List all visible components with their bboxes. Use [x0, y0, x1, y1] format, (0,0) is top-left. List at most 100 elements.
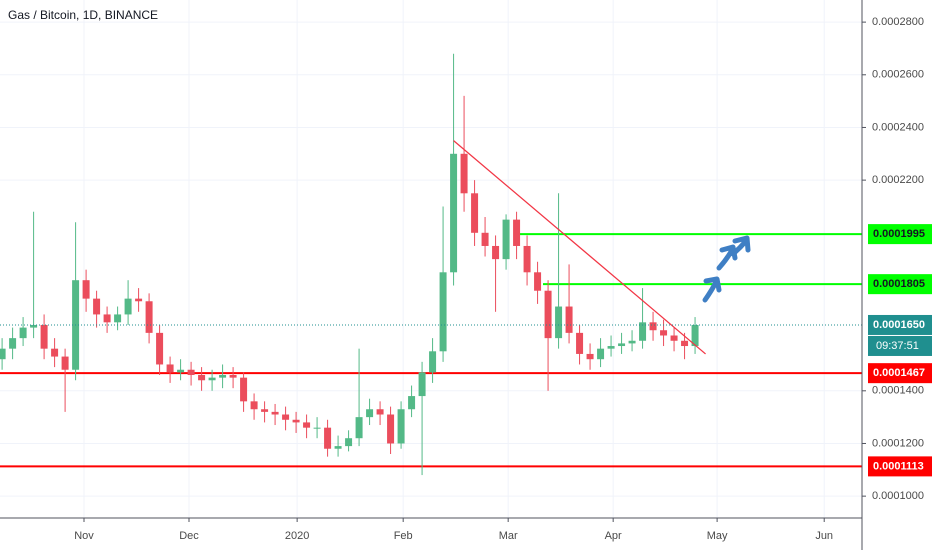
candle-body	[9, 338, 17, 349]
y-tick-label: 0.0001000	[872, 490, 924, 502]
candle-body	[19, 327, 27, 339]
candle-body	[61, 356, 69, 370]
level-box	[868, 224, 932, 245]
x-tick-label: Apr	[605, 530, 622, 542]
candle-body	[460, 153, 468, 194]
candle-body	[376, 409, 384, 415]
chart-title: Gas / Bitcoin, 1D, BINANCE	[8, 8, 158, 22]
candle-body	[334, 446, 342, 449]
candle-body	[30, 324, 38, 328]
candle-body	[313, 427, 321, 429]
candle-body	[576, 332, 584, 354]
axes: 0.0002800 0.0002600 0.0002400 0.0002200 0.00…	[74, 16, 932, 542]
candle-body	[691, 324, 699, 347]
y-tick-label: 0.0002400	[872, 121, 924, 133]
candle-body	[670, 335, 678, 341]
x-tick-label: May	[707, 530, 728, 542]
candle-body	[408, 396, 416, 410]
candle-body	[639, 322, 647, 341]
candle-body	[156, 332, 164, 365]
candle-body	[261, 409, 269, 412]
candle-body	[366, 409, 374, 418]
candle-body	[51, 348, 59, 357]
level-box	[868, 274, 932, 295]
candle-body	[355, 417, 363, 439]
candle-body	[145, 301, 153, 333]
candle-body	[345, 438, 353, 447]
candle-body	[0, 348, 6, 360]
candle-body	[114, 314, 122, 323]
candle-body	[103, 314, 111, 323]
level-box	[868, 363, 932, 384]
candle-body	[282, 414, 290, 420]
candle-body	[649, 322, 657, 331]
candle-body	[187, 369, 195, 376]
candle-body	[439, 272, 447, 352]
candle-body	[198, 375, 206, 381]
candle-body	[534, 272, 542, 291]
candle-body	[250, 401, 258, 410]
candle-body	[418, 372, 426, 397]
x-tick-label: Feb	[394, 530, 413, 542]
level-box	[868, 456, 932, 477]
level-label: 0.0001467	[873, 367, 925, 379]
candle-body	[597, 348, 605, 360]
candle-body	[492, 245, 500, 260]
candle-body	[135, 298, 143, 302]
candle-body	[429, 351, 437, 373]
x-tick-label: Nov	[74, 530, 94, 542]
x-tick-label: Mar	[499, 530, 518, 542]
candle-body	[40, 324, 48, 349]
candle-body	[324, 427, 332, 449]
candle-body	[586, 353, 594, 360]
grid	[0, 0, 862, 518]
x-tick-label: Dec	[179, 530, 199, 542]
candle-body	[481, 232, 489, 246]
candle-body	[166, 364, 174, 373]
candle-body	[177, 369, 185, 373]
arrow	[702, 276, 722, 303]
y-tick-label: 0.0001200	[872, 437, 924, 449]
level-label: 0.0001113	[873, 460, 924, 472]
candle-body	[660, 330, 668, 336]
y-tick-label: 0.0002200	[872, 174, 924, 186]
candle-body	[544, 290, 552, 339]
y-tick-label: 0.0002600	[872, 69, 924, 81]
candle-body	[681, 340, 689, 347]
countdown-box	[868, 335, 932, 356]
candle-body	[618, 343, 626, 347]
y-tick-label: 0.0001400	[872, 385, 924, 397]
candle-body	[292, 419, 300, 423]
candle-body	[450, 153, 458, 273]
x-tick-label: 2020	[285, 530, 309, 542]
candle-body	[124, 298, 132, 315]
candle-body	[208, 377, 216, 381]
candle-body	[628, 340, 636, 344]
candle-body	[387, 414, 395, 444]
y-tick-label: 0.0002800	[872, 16, 924, 28]
candle-body	[502, 219, 510, 260]
candle-body	[219, 375, 227, 378]
candle-body	[607, 346, 615, 349]
arrow	[730, 235, 751, 257]
candle-body	[303, 422, 311, 428]
last-price-box	[868, 314, 932, 335]
candle-body	[397, 409, 405, 444]
last-price-label: 0.0001650	[873, 319, 925, 331]
candle-body	[82, 280, 90, 299]
candle-body	[229, 375, 237, 378]
trendline	[453, 140, 706, 355]
x-tick-label: Jun	[815, 530, 833, 542]
countdown-label: 09:37:51	[876, 340, 919, 352]
candle-body	[271, 411, 279, 415]
candle-body	[513, 219, 521, 246]
candle-body	[471, 193, 479, 233]
candle-body	[565, 306, 573, 333]
level-label: 0.0001995	[873, 228, 925, 240]
candle-body	[240, 377, 248, 402]
plot	[0, 53, 862, 476]
arrows	[702, 235, 751, 303]
candle-body	[523, 245, 531, 273]
